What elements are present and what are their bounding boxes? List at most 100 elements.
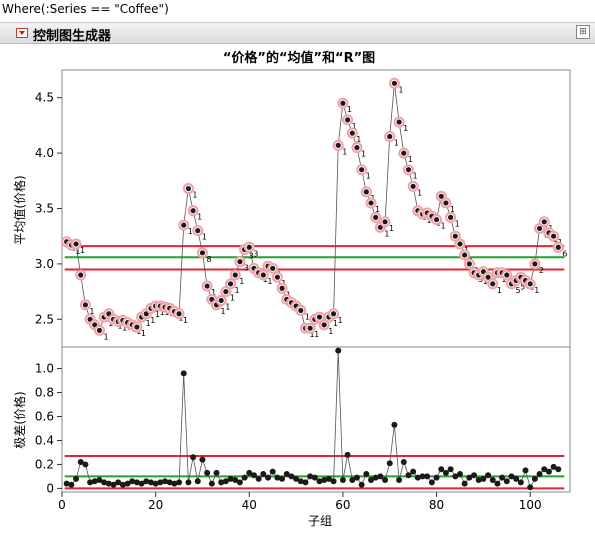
range-data-point [208, 480, 215, 487]
range-data-point [222, 478, 229, 485]
range-data-point [541, 466, 548, 473]
xbar-test-label: 3 [244, 264, 249, 273]
xbar-data-point [298, 307, 304, 314]
range-series-line [66, 350, 559, 489]
xbar-data-point [504, 272, 510, 278]
range-data-point [236, 479, 243, 486]
xbar-data-point [448, 214, 454, 220]
xbar-test-label: 1 [314, 330, 319, 339]
xbar-test-label: 1 [225, 302, 230, 311]
range-data-point [274, 474, 281, 481]
range-data-point [115, 479, 122, 486]
range-data-point [105, 480, 112, 487]
xbar-data-point [551, 233, 557, 239]
xbar-data-point [433, 216, 440, 223]
xbar-test-label: 1 [188, 227, 193, 236]
x-tick-label: 40 [242, 498, 257, 512]
xbar-data-point [457, 241, 463, 247]
xbar-data-point [78, 272, 84, 278]
range-data-point [185, 479, 192, 486]
xbar-data-point [438, 193, 444, 199]
xbar-test-label: 1 [394, 138, 399, 147]
range-data-point [428, 479, 435, 486]
xbar-test-label: 1 [417, 188, 422, 197]
range-data-point [250, 472, 257, 479]
range-data-point [372, 474, 379, 481]
xbar-data-point [335, 142, 341, 148]
xbar-data-point [536, 225, 543, 232]
range-data-point [377, 473, 384, 480]
range-data-point [171, 480, 178, 487]
range-data-point [339, 477, 346, 484]
range-data-point [349, 477, 356, 484]
xbar-data-point [274, 274, 280, 280]
range-data-point [302, 479, 309, 486]
range-data-point [386, 460, 393, 467]
xbar-data-point [555, 244, 561, 250]
xbar-y-tick-label: 3.5 [35, 202, 54, 216]
xbar-data-point [270, 265, 276, 271]
range-data-point [283, 471, 290, 478]
xbar-data-point [541, 219, 547, 225]
range-data-point [73, 475, 80, 482]
range-data-point [176, 479, 183, 486]
disclosure-triangle-icon[interactable] [16, 28, 28, 38]
xbar-data-point [387, 133, 393, 140]
pin-icon[interactable]: ⊞ [576, 25, 590, 39]
range-data-point [475, 477, 482, 484]
range-data-point [494, 480, 501, 487]
xbar-test-label: 1 [398, 85, 403, 94]
xbar-data-point [82, 302, 89, 308]
xbar-test-label: 1 [122, 324, 127, 333]
xbar-series-line [66, 83, 559, 332]
range-data-point [110, 481, 117, 488]
xbar-data-point [396, 119, 402, 125]
range-data-point [442, 469, 449, 476]
range-data-point [311, 474, 318, 481]
xbar-test-label: 1 [192, 191, 197, 200]
range-y-tick-label: 0.2 [35, 457, 54, 471]
xbar-data-point [96, 327, 103, 333]
xbar-data-point [345, 117, 351, 123]
range-data-point [63, 480, 70, 487]
range-data-point [87, 479, 94, 486]
range-data-point [213, 469, 220, 476]
xbar-data-point [330, 311, 337, 317]
range-data-point [180, 370, 187, 377]
xbar-data-point [185, 185, 192, 192]
xbar-data-point [485, 274, 491, 280]
xbar-test-label: 1 [455, 219, 460, 228]
range-data-point [410, 468, 417, 475]
xbar-test-label: 1 [160, 308, 165, 317]
range-data-point [138, 480, 145, 487]
x-tick-label: 0 [58, 498, 66, 512]
xbar-test-label: 1 [356, 135, 361, 144]
range-y-tick-label: 0.6 [35, 410, 54, 424]
xbar-test-label: 5 [520, 283, 525, 292]
xbar-data-point [181, 222, 187, 228]
range-data-point [288, 473, 295, 480]
xbar-y-tick-label: 4.5 [35, 91, 54, 105]
range-data-point [82, 461, 89, 468]
range-data-point [480, 475, 487, 482]
xbar-test-label: 1 [328, 327, 333, 336]
xbar-data-point [246, 244, 252, 250]
xbar-data-point [373, 214, 379, 220]
xbar-data-point [260, 272, 266, 278]
xbar-data-point [359, 167, 365, 173]
range-data-point [218, 479, 225, 486]
range-data-point [545, 468, 552, 475]
xbar-test-label: 1 [150, 316, 155, 325]
xbar-test-label: 1 [155, 310, 160, 319]
xbar-data-point [532, 261, 538, 267]
xbar-test-label: 2 [539, 266, 544, 275]
xbar-data-point [363, 189, 369, 195]
range-data-point [368, 477, 375, 484]
range-data-point [293, 475, 300, 482]
range-data-point [353, 474, 360, 481]
xbar-test-label: 1 [338, 316, 343, 325]
xbar-data-point [199, 250, 206, 256]
x-tick-label: 100 [519, 498, 542, 512]
xbar-test-label: 1 [146, 319, 151, 328]
range-y-tick-label: 1.0 [35, 362, 54, 376]
